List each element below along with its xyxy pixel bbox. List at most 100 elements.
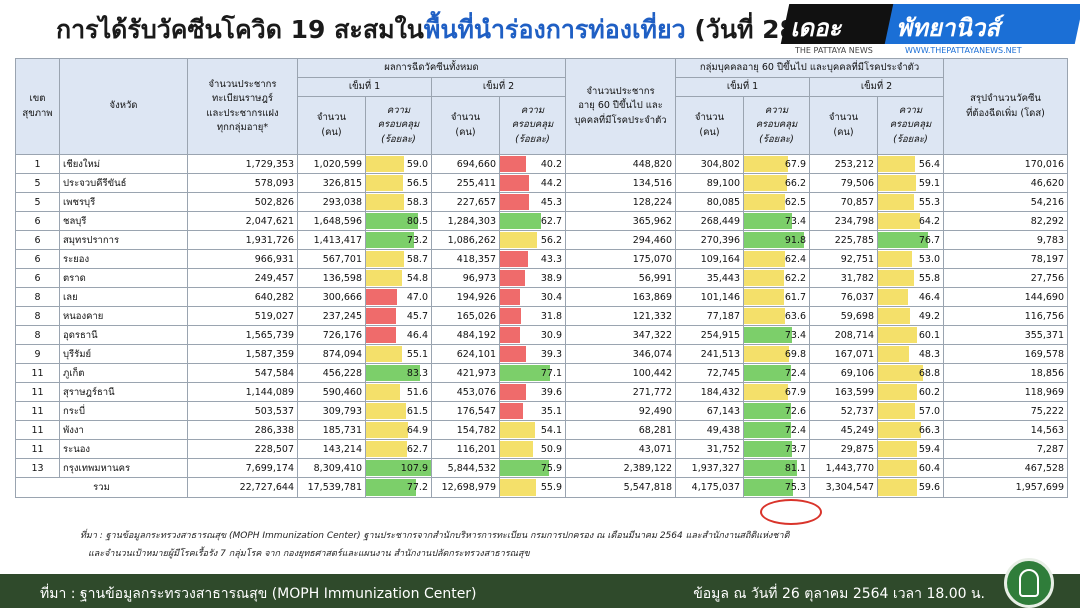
coverage-bar	[744, 175, 788, 191]
coverage-bar	[878, 270, 915, 286]
coverage-bar	[744, 441, 792, 457]
table-row: 6 ตราด 249,457 136,598 54.8 96,973 38.9 56,991 3…	[15, 268, 1069, 288]
dose1-count-cell: 8,309,410	[297, 458, 366, 478]
coverage-value: 51.6	[406, 386, 428, 398]
elderly-dose1-count-cell: 49,438	[675, 420, 745, 440]
elderly-dose2-coverage-cell: 46.4	[877, 287, 945, 307]
table-row: 11 กระบี่ 503,537 309,793 61.5 176,547 35.1 92,…	[15, 401, 1069, 421]
coverage-bar	[878, 460, 918, 476]
dose1-coverage-cell: 46.4	[365, 325, 432, 345]
coverage-value: 75.9	[540, 462, 563, 474]
dose1-count-cell: 136,598	[297, 268, 366, 288]
coverage-value: 80.5	[406, 215, 428, 227]
province-cell: ชลบุรี	[59, 211, 188, 231]
elderly-dose1-coverage-cell: 67.9	[743, 154, 811, 174]
header-extra-doses: สรุปจำนวนวัคซีน ที่ต้องฉีดเพิ่ม (โดส)	[943, 58, 1069, 155]
coverage-bar	[744, 232, 804, 248]
population-cell: 519,027	[187, 306, 298, 326]
coverage-value: 77.2	[406, 482, 428, 493]
elderly-dose1-coverage-cell: 91.8	[743, 230, 811, 250]
elderly-dose2-count-cell: 29,875	[809, 439, 879, 459]
coverage-value: 46.4	[918, 291, 941, 303]
elderly-dose1-coverage-cell: 73.4	[743, 325, 811, 345]
header-region: เขต สุขภาพ	[15, 58, 60, 155]
elderly-pop-cell: 175,070	[565, 249, 677, 269]
extra-doses-cell: 75,222	[943, 401, 1069, 421]
footer-date: ข้อมูล ณ วันที่ 26 ตุลาคม 2564 เวลา 18.0…	[693, 586, 985, 602]
elderly-dose2-coverage-cell: 59.4	[877, 439, 945, 459]
total-row: รวม 22,727,644 17,539,781 77.2 12,698,979 55.…	[15, 477, 1069, 498]
extra-doses-cell: 82,292	[943, 211, 1069, 231]
coverage-bar	[366, 194, 404, 210]
table-row: 6 สมุทรปราการ 1,931,726 1,413,417 73.2 1,086,…	[15, 230, 1069, 250]
elderly-dose1-count-cell: 184,432	[675, 382, 745, 402]
elderly-dose2-coverage-cell: 64.2	[877, 211, 945, 231]
elderly-pop-cell: 2,389,122	[565, 458, 677, 478]
coverage-bar	[744, 365, 792, 381]
coverage-value: 30.4	[540, 291, 563, 303]
region-cell: 8	[15, 306, 60, 326]
elderly-pop-cell: 43,071	[565, 439, 677, 459]
dose2-coverage-cell: 56.2	[498, 230, 567, 250]
coverage-bar	[878, 251, 913, 267]
coverage-value: 76.7	[918, 234, 941, 246]
elderly-pop-cell: 5,547,818	[565, 477, 677, 498]
coverage-bar	[878, 213, 920, 229]
province-cell: ตราด	[59, 268, 188, 288]
dose2-coverage-cell: 30.9	[498, 325, 567, 345]
population-cell: 7,699,174	[187, 458, 298, 478]
elderly-dose1-count-cell: 77,187	[675, 306, 745, 326]
dose1-coverage-cell: 47.0	[365, 287, 432, 307]
total-label-cell: รวม	[15, 477, 188, 498]
coverage-bar	[878, 156, 915, 172]
dose1-coverage-cell: 80.5	[365, 211, 432, 231]
coverage-bar	[366, 460, 431, 476]
coverage-value: 43.3	[540, 253, 563, 265]
dose1-count-cell: 293,038	[297, 192, 366, 212]
region-cell: 6	[15, 249, 60, 269]
coverage-value: 61.5	[406, 405, 428, 417]
elderly-dose1-coverage-cell: 67.9	[743, 382, 811, 402]
coverage-bar	[366, 403, 406, 419]
coverage-value: 55.9	[540, 482, 563, 493]
province-cell: พังงา	[59, 420, 188, 440]
province-cell: กรุงเทพมหานคร	[59, 458, 188, 478]
dose2-coverage-cell: 77.1	[498, 363, 567, 383]
province-cell: กระบี่	[59, 401, 188, 421]
elderly-dose1-count-cell: 89,100	[675, 173, 745, 193]
dose2-coverage-cell: 43.3	[498, 249, 567, 269]
elderly-dose1-count-cell: 1,937,327	[675, 458, 745, 478]
coverage-bar	[500, 175, 529, 191]
coverage-bar	[500, 441, 534, 457]
header-count: จำนวน (คน)	[431, 96, 500, 155]
table-row: 6 ระยอง 966,931 567,701 58.7 418,357 43.3 175,0…	[15, 249, 1069, 269]
elderly-dose1-count-cell: 270,396	[675, 230, 745, 250]
coverage-bar	[500, 232, 537, 248]
header-elderly-dose1: เข็มที่ 1	[675, 77, 811, 97]
population-cell: 22,727,644	[187, 477, 298, 498]
coverage-bar	[744, 213, 792, 229]
elderly-dose2-count-cell: 70,857	[809, 192, 879, 212]
elderly-pop-cell: 163,869	[565, 287, 677, 307]
extra-doses-cell: 118,969	[943, 382, 1069, 402]
dose1-count-cell: 874,094	[297, 344, 366, 364]
coverage-value: 72.6	[784, 405, 807, 417]
dose2-count-cell: 624,101	[431, 344, 500, 364]
coverage-value: 63.6	[784, 310, 807, 322]
dose2-count-cell: 1,086,262	[431, 230, 500, 250]
coverage-value: 62.7	[540, 215, 563, 227]
coverage-bar	[878, 365, 923, 381]
coverage-value: 73.7	[784, 443, 807, 455]
elderly-dose2-coverage-cell: 48.3	[877, 344, 945, 364]
coverage-value: 62.2	[784, 272, 807, 284]
elderly-dose2-count-cell: 167,071	[809, 344, 879, 364]
elderly-pop-cell: 121,332	[565, 306, 677, 326]
extra-doses-cell: 18,856	[943, 363, 1069, 383]
population-cell: 1,587,359	[187, 344, 298, 364]
elderly-dose1-coverage-cell: 72.4	[743, 363, 811, 383]
elderly-dose2-coverage-cell: 53.0	[877, 249, 945, 269]
dose1-count-cell: 1,020,599	[297, 154, 366, 174]
elderly-dose2-coverage-cell: 60.4	[877, 458, 945, 478]
extra-doses-cell: 355,371	[943, 325, 1069, 345]
dose2-count-cell: 154,782	[431, 420, 500, 440]
